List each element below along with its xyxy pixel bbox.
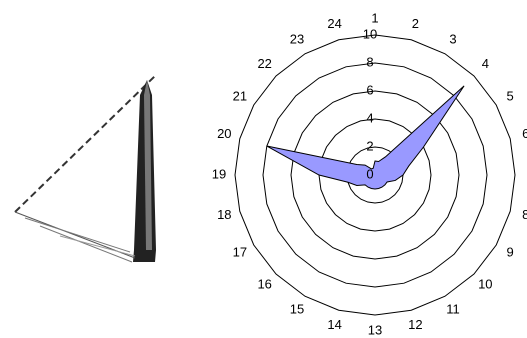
category-label: 18 [217,207,231,222]
r-tick-label: 4 [366,110,373,125]
r-tick-label: 10 [363,26,377,41]
category-label: 1 [371,10,378,25]
category-label: 4 [482,56,489,71]
category-label: 12 [408,317,422,332]
category-label: 23 [290,31,304,46]
category-label: 16 [257,277,271,292]
category-label: 19 [212,166,226,181]
category-label: 2 [412,16,419,31]
r-tick-label: 8 [366,54,373,69]
category-label: 14 [327,317,341,332]
category-label: 24 [327,16,341,31]
category-label: 6 [522,126,527,141]
category-label: 9 [506,244,513,259]
category-label: 10 [478,277,492,292]
category-label: 20 [217,126,231,141]
category-label: 5 [506,88,513,103]
category-label: 13 [368,322,382,337]
category-label: 22 [257,56,271,71]
category-label: 11 [446,302,460,317]
r-tick-label: 6 [366,82,373,97]
obelisk-illustration [15,76,156,262]
category-label: 3 [449,31,456,46]
category-label: 21 [233,88,247,103]
category-label: 17 [233,244,247,259]
r-tick-label: 2 [366,138,373,153]
category-label: 15 [290,302,304,317]
r-tick-label: 0 [366,166,373,181]
chart: 0246810123456789101112131415161718192021… [0,0,527,338]
category-label: 8 [522,207,527,222]
